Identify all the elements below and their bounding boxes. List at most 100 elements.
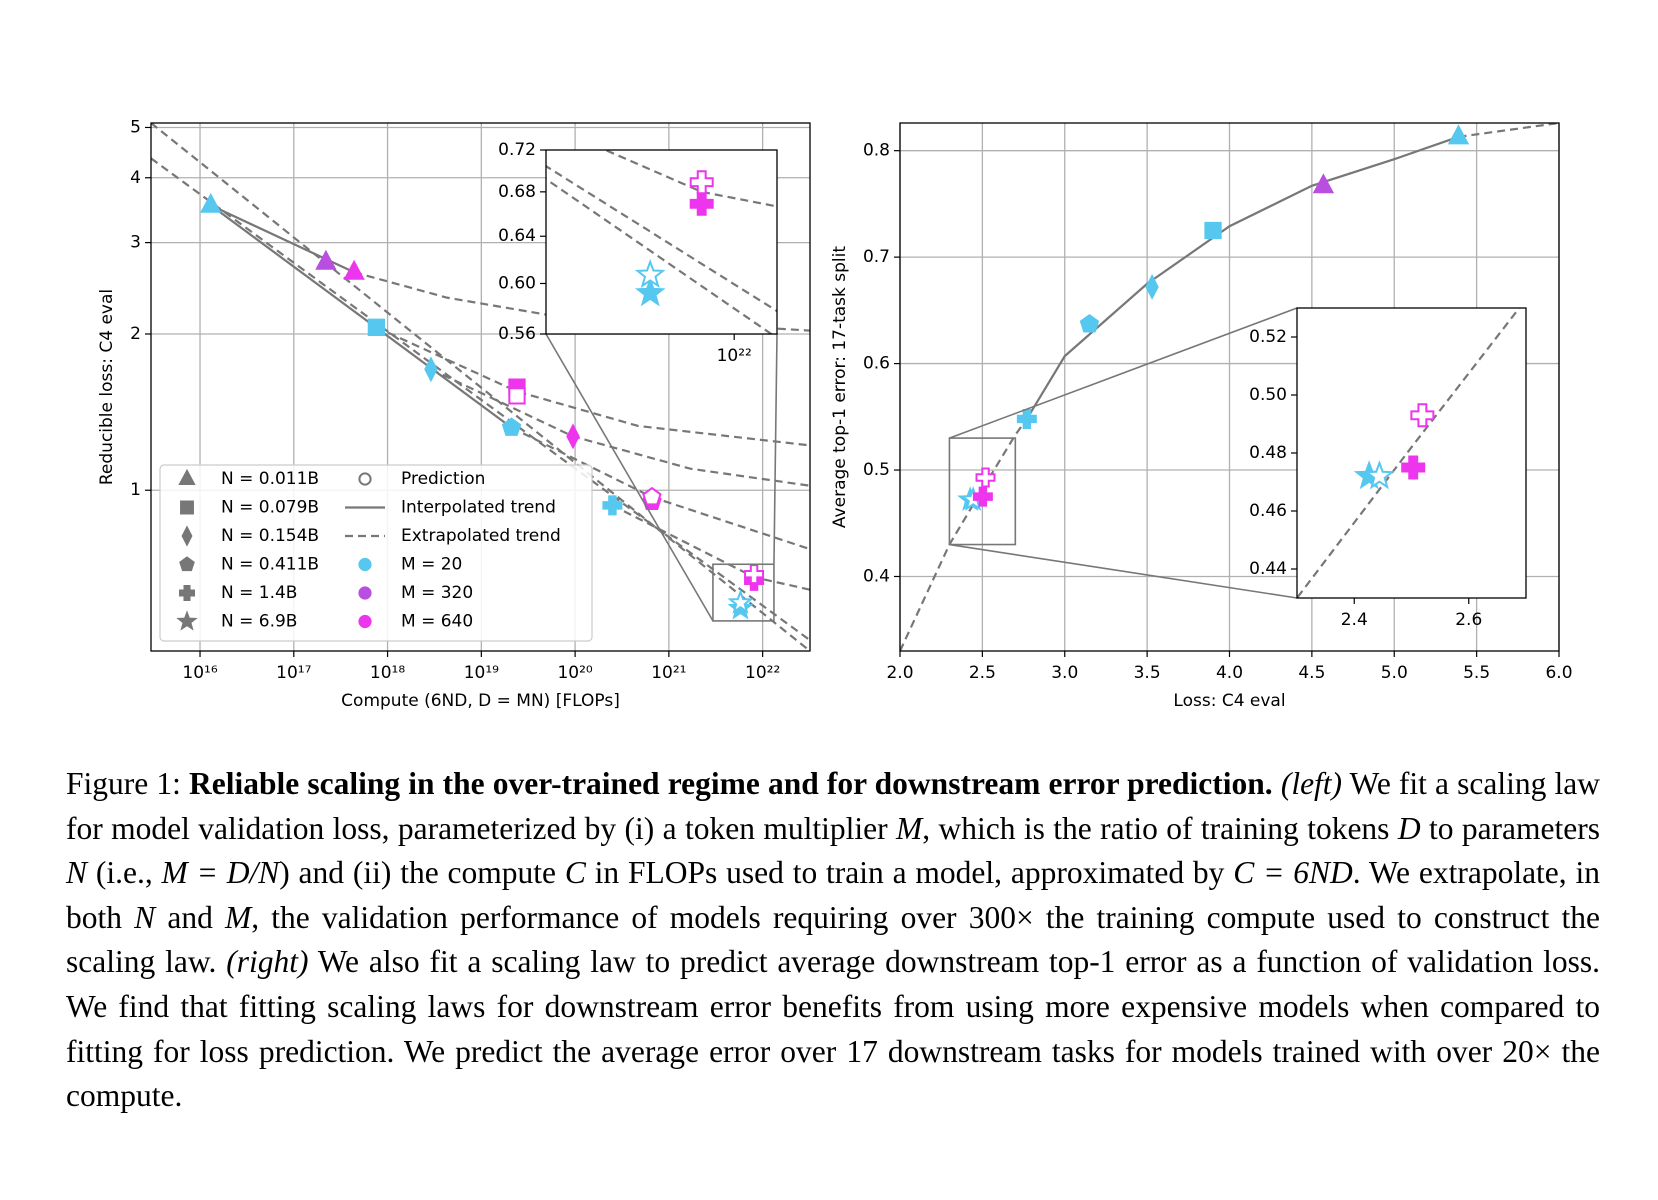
y-tick-label: 0.5 (863, 460, 890, 480)
caption-text: and (155, 899, 225, 935)
legend-label: N = 0.079B (221, 498, 319, 518)
y-axis-label: Average top-1 error: 17-task split (830, 246, 850, 528)
caption-text (1273, 766, 1281, 801)
zoom-box (712, 563, 775, 622)
data-point (1016, 408, 1037, 429)
legend-marker (180, 500, 194, 515)
y-tick-label: 0.6 (863, 354, 890, 374)
data-point (315, 249, 337, 270)
prediction-point (975, 467, 996, 488)
x-tick-label: 10²¹ (651, 663, 686, 683)
legend-marker (358, 557, 372, 572)
x-tick-label: 3.5 (1134, 663, 1161, 683)
y-tick-label: 0.46 (1249, 501, 1287, 521)
legend-box (159, 464, 593, 642)
extrapolated-trend (900, 418, 1028, 651)
legend-label: M = 20 (401, 555, 462, 575)
caption-text: M = D/N (161, 855, 280, 891)
extrapolated-trend (602, 150, 777, 208)
interpolated-trend (210, 204, 513, 429)
legend-label: Prediction (401, 469, 485, 489)
caption-text: . We extrapolate, in both (66, 855, 1601, 935)
caption-text: in FLOPs used to train a model, approxim… (585, 855, 1234, 891)
legend-label: N = 0.154B (221, 526, 319, 546)
y-tick-label: 0.7 (863, 247, 890, 267)
x-tick-label: 2.6 (1455, 610, 1482, 630)
caption-text: to parameters (1420, 810, 1600, 846)
legend-label: M = 320 (401, 583, 473, 603)
data-point (634, 277, 666, 307)
legend-label: Interpolated trend (401, 498, 556, 518)
y-tick-label: 0.8 (863, 141, 890, 161)
extrapolated-trend (0, 0, 914, 101)
extrapolated-trend (151, 123, 810, 651)
x-tick-label: 10²⁰ (557, 663, 592, 683)
caption: Figure 1: Reliable scaling in the over-t… (66, 762, 1600, 1119)
legend-label: N = 0.411B (221, 555, 319, 575)
legend-label: N = 0.011B (221, 469, 319, 489)
caption-text: (right) (226, 944, 309, 980)
zoom-connector (949, 543, 1298, 599)
x-tick-label: 10²² (745, 663, 780, 683)
prediction-point (634, 258, 666, 289)
legend-marker (181, 525, 193, 547)
x-axis-label: Compute (6ND, D = MN) [FLOPs] (341, 691, 620, 711)
caption-text: N (134, 899, 156, 935)
prediction-point (744, 564, 765, 585)
data-point (566, 423, 580, 450)
legend-label: N = 1.4B (221, 583, 297, 603)
x-tick-label: 3.0 (1051, 663, 1078, 683)
figure: 10¹⁶ 10¹⁷ 10¹⁸ 10¹⁹ 10²⁰ 10²¹ 10²² 1 2 3 4 5 Compute… (0, 0, 1573, 711)
inset-frame (545, 149, 778, 335)
y-tick-label: 4 (130, 168, 141, 188)
data-point (343, 259, 365, 280)
caption-text: D (1397, 810, 1421, 846)
extrapolated-trend (1458, 123, 1559, 138)
data-point (972, 486, 993, 507)
y-tick-label: 0.48 (1249, 443, 1287, 463)
legend-marker (179, 556, 195, 572)
legend-marker (358, 472, 372, 486)
x-tick-label: 2.0 (886, 663, 913, 683)
data-point (1401, 455, 1426, 480)
prediction-point (1364, 460, 1395, 490)
data-point (689, 191, 714, 216)
y-tick-label: 0.60 (498, 273, 536, 293)
x-tick-label: 4.0 (1216, 663, 1243, 683)
legend-label: Extrapolated trend (401, 526, 561, 546)
y-tick-label: 0.64 (498, 226, 536, 246)
y-tick-label: 0.68 (498, 182, 536, 202)
caption-text: M (225, 899, 252, 935)
data-point (1145, 273, 1159, 300)
y-tick-label: 2 (130, 324, 141, 344)
caption-text: Reliable scaling in the over-trained reg… (189, 766, 1273, 801)
data-point (367, 318, 386, 336)
y-tick-label: 0.56 (498, 324, 536, 344)
x-axis-label: Loss: C4 eval (1173, 691, 1285, 711)
caption-text: , which is the ratio of training tokens (922, 810, 1398, 846)
y-tick-label: 3 (130, 233, 141, 253)
x-tick-label: 10¹⁶ (182, 663, 217, 683)
caption-text: We also fit a scaling law to predict ave… (66, 944, 1600, 1114)
legend-marker (358, 586, 372, 600)
data-point (602, 495, 623, 516)
caption-text: (i.e., (87, 855, 162, 891)
data-point (1447, 124, 1470, 145)
data-point (200, 192, 222, 213)
caption-text: C (564, 855, 586, 891)
x-tick-label: 5.0 (1381, 663, 1408, 683)
x-tick-label: 10¹⁹ (464, 663, 499, 683)
inset-frame (1296, 307, 1527, 599)
prediction-point (689, 170, 714, 195)
x-tick-label: 10¹⁷ (276, 663, 311, 683)
legend-marker (178, 468, 196, 486)
zoom-connector (949, 307, 1298, 439)
zoom-connector (773, 333, 778, 565)
data-point (1312, 173, 1335, 194)
data-point (424, 356, 438, 383)
extrapolated-trend (375, 326, 810, 447)
legend-marker (176, 610, 198, 631)
data-point (1204, 221, 1222, 240)
x-tick-label: 2.5 (969, 663, 996, 683)
